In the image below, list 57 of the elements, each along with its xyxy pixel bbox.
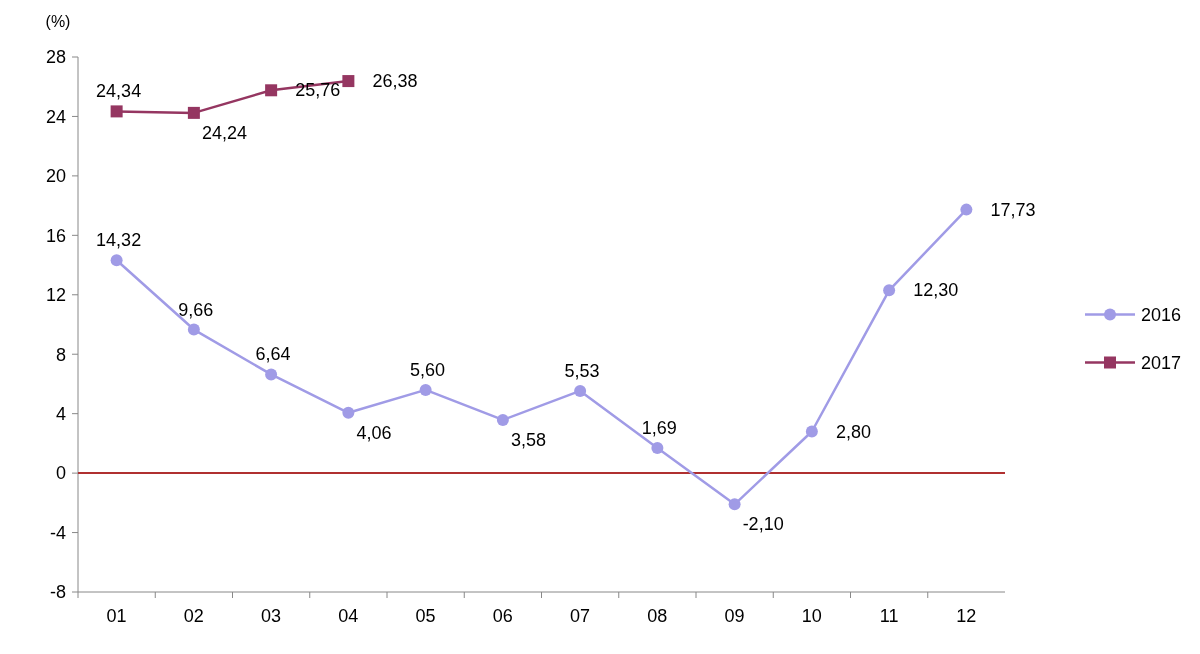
y-tick-label: 16 xyxy=(45,225,66,246)
data-label: 12,30 xyxy=(913,280,959,301)
y-tick-label: 0 xyxy=(55,463,66,484)
x-tick-label: 11 xyxy=(879,606,899,626)
point xyxy=(574,384,587,397)
x-tick-label: 02 xyxy=(183,606,204,626)
data-label: 17,73 xyxy=(990,199,1036,220)
point xyxy=(110,254,123,267)
x-tick-label: 04 xyxy=(338,606,359,626)
x-tick-label: 03 xyxy=(261,606,282,626)
data-label: 24,34 xyxy=(96,81,142,102)
point xyxy=(342,75,355,88)
data-label: 24,24 xyxy=(201,122,247,143)
y-tick-label: 4 xyxy=(55,403,66,424)
x-tick-label: 05 xyxy=(415,606,436,626)
point xyxy=(728,498,741,511)
legend-label: 2016 xyxy=(1141,304,1182,325)
y-tick-label: 28 xyxy=(45,47,66,68)
point xyxy=(805,425,818,438)
point xyxy=(187,323,200,336)
x-tick-label: 09 xyxy=(724,606,745,626)
point xyxy=(651,442,664,454)
y-tick-label: -4 xyxy=(49,522,66,543)
y-tick-label: 24 xyxy=(45,106,66,127)
x-tick-label: 10 xyxy=(801,606,822,626)
point xyxy=(342,406,355,419)
data-label: 1,69 xyxy=(641,418,677,438)
x-tick-label: 06 xyxy=(492,606,513,626)
point xyxy=(496,413,509,426)
data-label: 4,06 xyxy=(356,422,392,443)
x-tick-label: 08 xyxy=(647,606,668,626)
point xyxy=(419,383,432,396)
point xyxy=(265,368,278,381)
y-tick-label: 8 xyxy=(55,344,66,365)
point xyxy=(265,84,278,97)
data-label: 6,64 xyxy=(255,344,291,365)
data-label: 14,32 xyxy=(96,230,142,251)
data-label: 2,80 xyxy=(835,421,871,442)
y-tick-label: -8 xyxy=(49,582,66,603)
x-tick-label: 12 xyxy=(956,606,977,626)
x-tick-label: 07 xyxy=(570,606,591,626)
data-label: 3,58 xyxy=(510,429,546,450)
legend-label: 2017 xyxy=(1141,352,1182,373)
point xyxy=(187,106,200,119)
data-label: 5,60 xyxy=(410,359,446,380)
data-label: 25,76 xyxy=(295,80,341,101)
data-label: -2,10 xyxy=(742,514,784,535)
y-tick-label: 12 xyxy=(45,285,66,306)
data-label: 26,38 xyxy=(372,71,418,92)
point xyxy=(960,203,973,216)
data-label: 5,53 xyxy=(564,360,600,381)
data-label: 9,66 xyxy=(178,299,214,320)
y-axis-title: (%) xyxy=(45,13,71,30)
point xyxy=(883,284,896,297)
point xyxy=(110,105,123,118)
y-tick-label: 20 xyxy=(45,166,66,187)
x-tick-label: 01 xyxy=(106,606,127,626)
